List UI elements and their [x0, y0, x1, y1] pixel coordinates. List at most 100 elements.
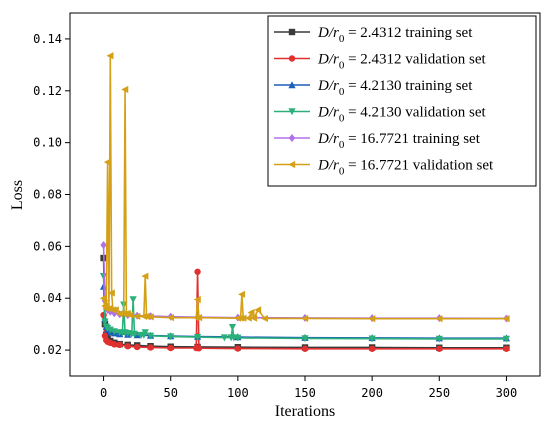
- legend-label: D/r0 = 16.7721 training set: [317, 131, 481, 151]
- data-point: [502, 335, 511, 343]
- data-point: [247, 308, 255, 317]
- data-point: [435, 335, 443, 343]
- x-tick-label: 0: [100, 386, 107, 400]
- data-point: [142, 312, 150, 320]
- legend-label-rest: = 2.4312 validation set: [344, 52, 486, 68]
- x-tick-label: 100: [227, 386, 249, 400]
- data-point: [111, 341, 118, 348]
- data-point: [228, 324, 237, 332]
- legend-label-italic: D/r: [317, 131, 339, 147]
- y-tick-label: 0.06: [33, 239, 62, 253]
- series-5: [100, 241, 510, 323]
- data-point: [239, 314, 247, 322]
- data-point: [260, 314, 268, 323]
- legend-label-italic: D/r: [317, 158, 339, 174]
- data-point: [133, 343, 141, 351]
- data-point: [116, 341, 123, 349]
- data-point: [234, 345, 242, 352]
- legend-label-rest: = 2.4312 training set: [344, 25, 473, 41]
- legend-label: D/r0 = 2.4312 validation set: [317, 52, 487, 72]
- series-4: [99, 272, 511, 343]
- legend-item: D/r0 = 4.2130 training set: [274, 78, 473, 98]
- data-point: [141, 329, 149, 337]
- data-point: [133, 312, 141, 320]
- series-2: [100, 268, 510, 352]
- data-point: [130, 330, 139, 338]
- data-point: [502, 315, 510, 323]
- legend-label-rest: = 4.2130 training set: [344, 78, 473, 94]
- data-point: [103, 158, 111, 166]
- legend-swatch-marker: [288, 55, 296, 62]
- data-point: [129, 296, 137, 304]
- data-point: [220, 334, 229, 342]
- data-point: [238, 290, 246, 298]
- series-layer: [99, 52, 511, 352]
- data-point: [368, 335, 376, 343]
- data-point: [254, 306, 262, 314]
- x-axis-title: Iterations: [275, 403, 335, 420]
- data-point: [146, 313, 154, 321]
- data-point: [106, 52, 114, 60]
- data-point: [301, 335, 309, 343]
- series-line: [102, 286, 507, 339]
- legend-label-italic: D/r: [317, 52, 339, 68]
- legend-label-subscript: 0: [339, 139, 345, 151]
- data-point: [101, 318, 109, 326]
- data-point: [99, 294, 107, 302]
- data-point: [121, 85, 129, 94]
- data-point: [110, 328, 118, 336]
- legend-swatch-marker: [288, 28, 296, 36]
- data-point: [195, 345, 203, 352]
- legend-label-rest: = 16.7721 validation set: [344, 158, 494, 174]
- y-tick-label: 0.04: [33, 291, 62, 305]
- legend-label-subscript: 0: [339, 33, 345, 45]
- data-point: [193, 295, 201, 304]
- x-tick-label: 300: [496, 386, 518, 400]
- data-point: [195, 314, 203, 322]
- data-point: [111, 306, 119, 314]
- data-point: [141, 272, 149, 280]
- legend-label-subscript: 0: [339, 86, 345, 98]
- data-point: [368, 345, 376, 352]
- legend-label: D/r0 = 4.2130 training set: [317, 78, 473, 98]
- series-3: [99, 282, 511, 342]
- series-line: [102, 245, 507, 320]
- legend-swatch-marker: [288, 108, 296, 116]
- legend-swatch-marker: [288, 134, 296, 142]
- x-tick-label: 200: [361, 386, 383, 400]
- legend-item: D/r0 = 2.4312 training set: [274, 25, 473, 45]
- legend-label-subscript: 0: [339, 166, 345, 178]
- axis-layer: 0 50 100 150 200 250 300 0.02 0.04 0.06 0.08 0.10 0.…: [33, 32, 517, 400]
- data-point: [167, 344, 174, 352]
- legend-label-rest: = 16.7721 training set: [344, 131, 480, 147]
- y-tick-label: 0.14: [33, 32, 62, 46]
- legend-label: D/r0 = 4.2130 validation set: [317, 105, 487, 125]
- data-point: [368, 315, 376, 323]
- x-tick-label: 150: [294, 386, 316, 400]
- series-6: [99, 52, 510, 323]
- data-point: [100, 241, 107, 250]
- y-tick-label: 0.02: [33, 343, 62, 357]
- legend-label: D/r0 = 16.7721 validation set: [317, 158, 494, 178]
- data-point: [166, 314, 174, 322]
- legend-label-subscript: 0: [339, 60, 345, 72]
- legend-label-subscript: 0: [339, 113, 345, 125]
- series-line: [102, 276, 507, 340]
- legend-label-italic: D/r: [317, 78, 339, 94]
- data-point: [301, 345, 309, 352]
- legend-item: D/r0 = 16.7721 training set: [274, 131, 481, 151]
- legend-swatch-marker: [288, 160, 296, 169]
- y-tick-label: 0.10: [33, 136, 62, 150]
- data-point: [126, 311, 134, 319]
- data-point: [250, 314, 258, 322]
- legend-label-rest: = 4.2130 validation set: [344, 105, 486, 121]
- data-point: [107, 289, 115, 297]
- data-point: [115, 310, 123, 318]
- legend-box: [267, 15, 537, 187]
- data-point: [146, 332, 155, 340]
- data-point: [436, 345, 443, 352]
- data-point: [124, 342, 131, 350]
- y-tick-label: 0.12: [33, 84, 62, 98]
